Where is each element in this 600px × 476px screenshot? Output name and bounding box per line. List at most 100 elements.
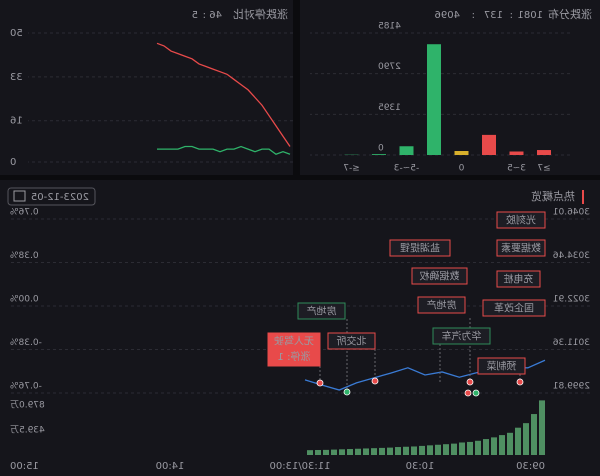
pct-tick-label: 0.38% (10, 251, 39, 261)
x-tick-label: ≤-7 (343, 164, 360, 174)
hotspot-label: 国企改革 (494, 302, 534, 315)
limit-line (157, 145, 291, 155)
hotspot-dot (516, 378, 524, 386)
volume-bar (467, 441, 473, 455)
volume-bar (347, 449, 353, 455)
hotspot-label: 预制菜 (487, 360, 517, 373)
date-box[interactable] (7, 187, 96, 206)
volume-bar (427, 445, 433, 455)
y-tick-label: 0 (10, 157, 16, 168)
limits-panel (0, 0, 293, 175)
volume-bar (355, 448, 361, 455)
hotspot-box[interactable] (496, 211, 546, 229)
hotspot-dot (466, 378, 474, 386)
bar (399, 146, 414, 155)
hotspot-dot (371, 377, 379, 385)
x-tick-label: -5~-3 (394, 164, 420, 174)
hotspot-label: 数据确权 (420, 270, 460, 283)
y-tick-label: 33 (10, 72, 23, 83)
date: 2023-12-05 (31, 192, 89, 203)
volume-bar (531, 414, 537, 455)
time-label: 14:00 (156, 461, 185, 472)
volume-tick-label: 439.5万 (10, 426, 45, 436)
pct-tick-label: 0.00% (10, 295, 39, 305)
volume-bar (387, 447, 393, 455)
volume-bar (363, 448, 369, 455)
hotspot-box[interactable] (411, 267, 468, 285)
time-label: 09:30 (516, 461, 545, 472)
volume-bar (507, 432, 513, 455)
hotspot-note: 涨停: 1 (278, 350, 311, 363)
volume-bar (371, 448, 377, 455)
volume-bar (491, 437, 497, 455)
y-tick-label: 16 (10, 116, 23, 127)
panel-title: 热点概览 (531, 189, 575, 203)
hotspot-dot (316, 379, 324, 387)
volume-bar (403, 446, 409, 455)
volume-bar (459, 442, 465, 455)
y-tick-label: 4185 (378, 22, 401, 32)
hotspot-label: 无人驾驶 (274, 335, 314, 348)
time-label: 10:30 (406, 461, 435, 472)
hotspot-box[interactable] (327, 332, 376, 350)
volume-bar (443, 444, 449, 455)
volume-bar (339, 449, 345, 455)
down-count: 5 (192, 10, 198, 21)
hotspot-box[interactable] (477, 357, 526, 375)
bar (372, 154, 386, 155)
hotspot-label: 房地产 (307, 305, 337, 318)
separator: : (472, 10, 475, 21)
volume-bar (515, 427, 521, 455)
price-tick-label: 3046.01 (553, 208, 590, 218)
overview-panel (0, 180, 600, 476)
volume-bar (475, 440, 481, 455)
hotspot-box[interactable] (389, 239, 451, 257)
hotspot-box[interactable] (267, 332, 321, 367)
hotspot-dot (343, 388, 351, 396)
volume-bar (419, 445, 425, 455)
y-tick-label: 50 (10, 28, 23, 39)
hotspot-label: 房地产 (427, 299, 457, 312)
y-tick-label: 1395 (378, 103, 401, 113)
volume-bar (499, 435, 505, 455)
volume-bar (307, 450, 313, 455)
hotspot-dot (472, 389, 480, 397)
time-label: 11:30/13:00 (269, 461, 330, 472)
price-tick-label: 3022.91 (553, 295, 590, 305)
bar (509, 151, 524, 155)
distribution-panel (300, 0, 600, 175)
hotspot-box[interactable] (482, 299, 546, 317)
up-count: 46 (209, 10, 222, 21)
volume-bar (379, 447, 385, 455)
x-tick-label: ≥7 (537, 164, 550, 174)
volume-bar (523, 423, 529, 455)
flat-count: 137 (484, 10, 503, 21)
hotspot-box[interactable] (496, 239, 546, 257)
hotspot-label: 华为汽车 (442, 330, 482, 343)
hotspot-dot (464, 389, 472, 397)
separator: : (203, 10, 206, 21)
hotspot-label: 北交所 (337, 335, 367, 348)
down-count: 4096 (435, 10, 460, 21)
hotspot-box[interactable] (496, 270, 541, 288)
hotspot-box[interactable] (432, 327, 491, 345)
up-count: 1081 (518, 10, 543, 21)
volume-bar (395, 447, 401, 455)
volume-bar (331, 449, 337, 455)
bar (427, 44, 441, 155)
calendar-icon (13, 190, 26, 202)
limit-line (156, 42, 291, 147)
price-tick-label: 2999.81 (553, 382, 590, 392)
bar (482, 134, 496, 155)
panel-title: 涨跌分布 (548, 7, 592, 21)
price-tick-label: 3034.46 (553, 251, 590, 261)
time-label: 15:00 (10, 461, 39, 472)
hotspot-label: 盐湖提锂 (400, 242, 440, 255)
volume-bar (539, 400, 545, 455)
hotspot-box[interactable] (417, 296, 466, 314)
hotspot-box[interactable] (297, 302, 346, 320)
volume-bar (315, 449, 321, 455)
pct-tick-label: -0.76% (10, 382, 42, 392)
volume-bar (483, 439, 489, 455)
